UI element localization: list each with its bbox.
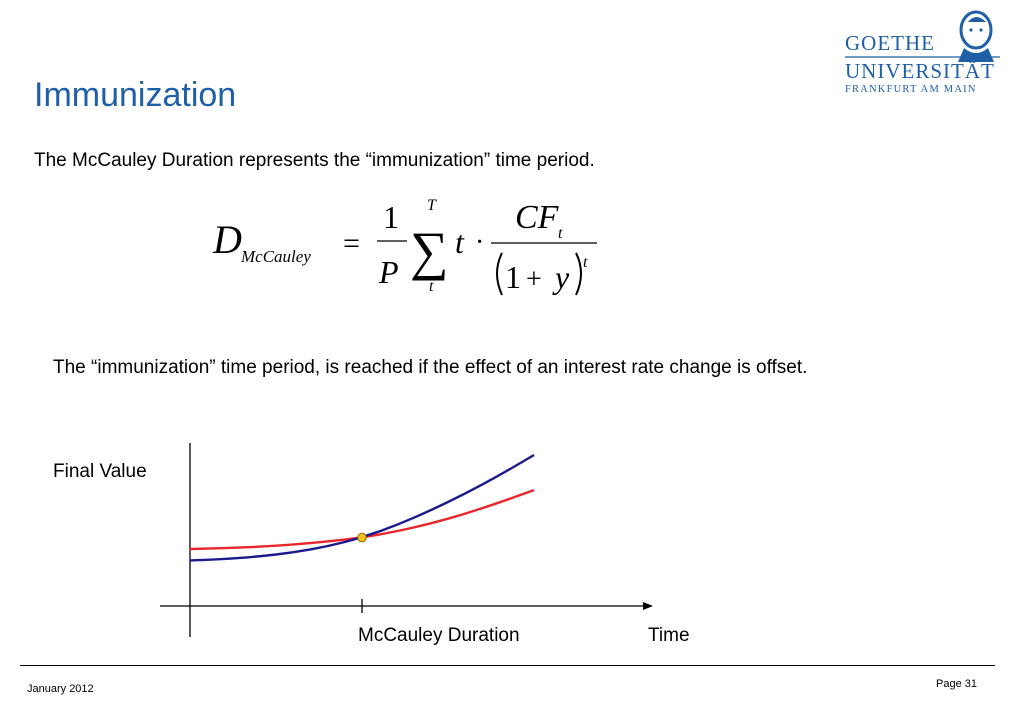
intro-text: The McCauley Duration represents the “im…: [34, 150, 595, 171]
x-axis-label: Time: [648, 625, 690, 646]
university-logo: GOETHE UNIVERSITÄT FRANKFURT AM MAIN: [845, 10, 1000, 95]
sum-upper: T: [427, 197, 437, 214]
immunization-chart: McCauley Duration Time: [160, 443, 690, 646]
goethe-portrait-icon: [958, 10, 994, 62]
sum-lower: t: [429, 278, 434, 295]
formula-one: 1: [383, 199, 399, 235]
footer-date: January 2012: [27, 683, 94, 695]
mccauley-formula: D McCauley = 1 P T ∑ t t · CF t 1 + y t: [212, 197, 597, 296]
page-number: Page 31: [936, 678, 977, 690]
x-marker-label: McCauley Duration: [358, 625, 520, 646]
formula-den-plus: +: [526, 264, 542, 295]
x-axis-arrow: [643, 602, 653, 610]
logo-line-2: UNIVERSITÄT: [845, 59, 995, 83]
formula-den-y: y: [552, 259, 570, 295]
logo-line-3: FRANKFURT AM MAIN: [845, 84, 977, 95]
paragraph-text: The “immunization” time period, is reach…: [53, 357, 808, 378]
formula-d: D: [212, 217, 242, 262]
chart-y-label: Final Value: [53, 461, 147, 482]
intersection-point: [357, 532, 367, 543]
formula-den-one: 1: [505, 259, 521, 295]
formula-p: P: [378, 254, 399, 290]
sum-symbol: ∑: [410, 221, 449, 281]
slide-title: Immunization: [34, 76, 237, 114]
formula-subscript: McCauley: [240, 247, 311, 266]
formula-equals: =: [343, 227, 360, 260]
formula-cf: CF: [515, 199, 560, 236]
formula-dot: ·: [475, 227, 484, 258]
footer-divider: [20, 665, 995, 666]
formula-term: t: [455, 224, 465, 260]
formula-den-exp: t: [583, 254, 588, 271]
logo-line-1: GOETHE: [845, 31, 935, 55]
formula-cf-sub: t: [558, 225, 563, 242]
